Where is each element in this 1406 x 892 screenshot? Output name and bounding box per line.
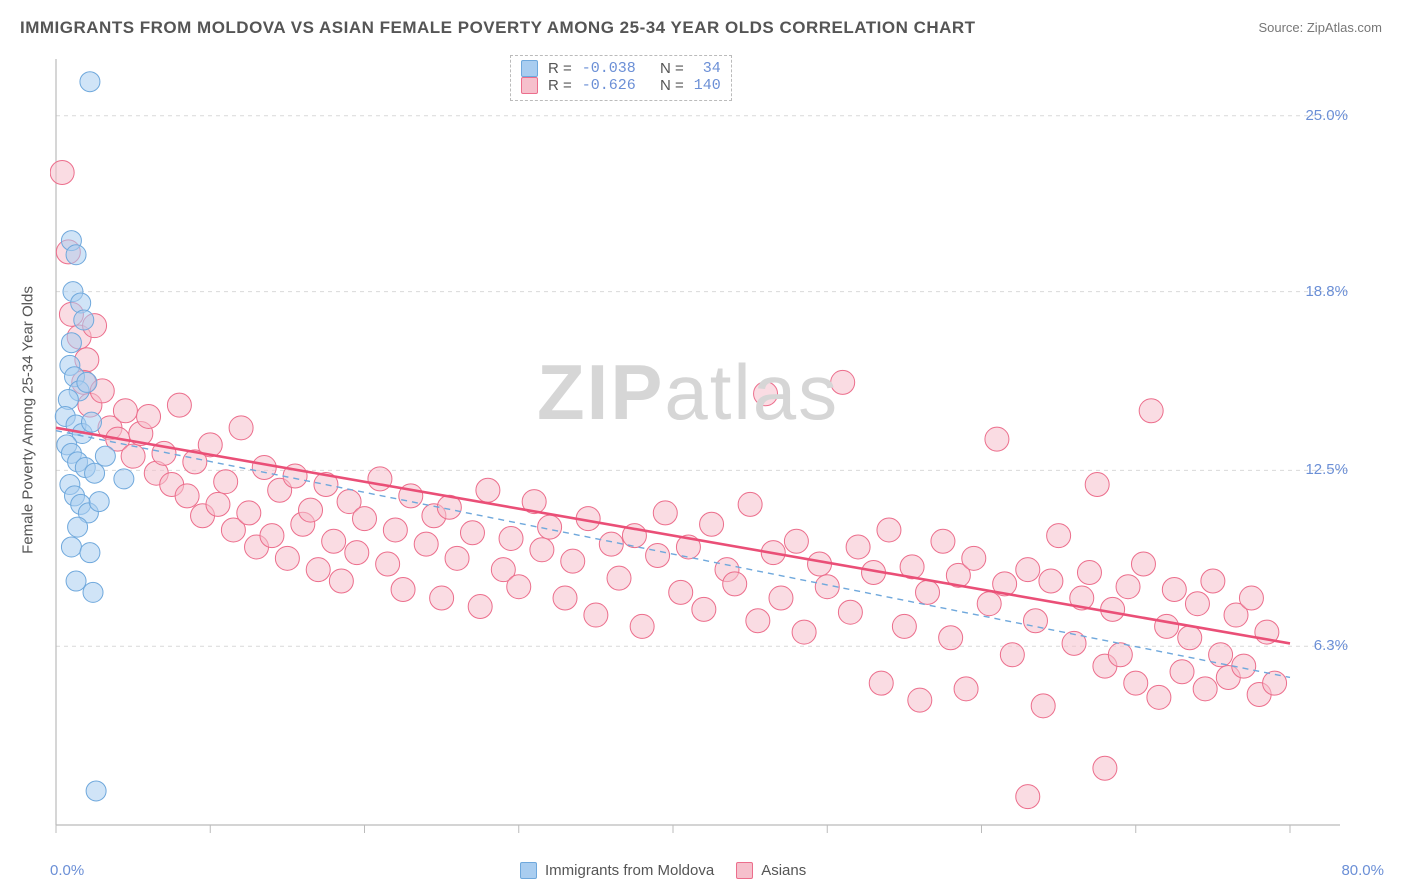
- series-legend: Immigrants from Moldova Asians: [520, 862, 806, 879]
- swatch-pink: [521, 77, 538, 94]
- y-tick-label: 25.0%: [1305, 107, 1348, 124]
- r-label: R =: [548, 77, 572, 94]
- scatter-plot: [50, 55, 1350, 845]
- source-attribution: Source: ZipAtlas.com: [1258, 20, 1382, 35]
- correlation-legend: R = -0.038 N = 34 R = -0.626 N = 140: [510, 55, 732, 101]
- series-label-pink: Asians: [761, 862, 806, 879]
- legend-item-pink: Asians: [736, 862, 806, 879]
- legend-row-pink: R = -0.626 N = 140: [521, 77, 721, 94]
- swatch-blue: [520, 862, 537, 879]
- legend-row-blue: R = -0.038 N = 34: [521, 60, 721, 77]
- r-value-pink: -0.626: [582, 77, 636, 94]
- n-label: N =: [660, 77, 684, 94]
- swatch-blue: [521, 60, 538, 77]
- n-value-pink: 140: [694, 77, 721, 94]
- x-axis-min-label: 0.0%: [50, 862, 84, 879]
- chart-title: IMMIGRANTS FROM MOLDOVA VS ASIAN FEMALE …: [20, 18, 976, 38]
- y-tick-label: 12.5%: [1305, 461, 1348, 478]
- y-tick-label: 6.3%: [1314, 637, 1348, 654]
- legend-item-blue: Immigrants from Moldova: [520, 862, 714, 879]
- y-tick-label: 18.8%: [1305, 283, 1348, 300]
- r-label: R =: [548, 60, 572, 77]
- source-prefix: Source:: [1258, 20, 1306, 35]
- y-axis-label: Female Poverty Among 25-34 Year Olds: [20, 286, 37, 554]
- n-label: N =: [660, 60, 684, 77]
- x-axis-max-label: 80.0%: [1341, 862, 1384, 879]
- r-value-blue: -0.038: [582, 60, 636, 77]
- n-value-blue: 34: [694, 60, 721, 77]
- chart-area: ZIPatlas R = -0.038 N = 34 R = -0.626 N …: [50, 55, 1350, 845]
- swatch-pink: [736, 862, 753, 879]
- series-label-blue: Immigrants from Moldova: [545, 862, 714, 879]
- source-name: ZipAtlas.com: [1307, 20, 1382, 35]
